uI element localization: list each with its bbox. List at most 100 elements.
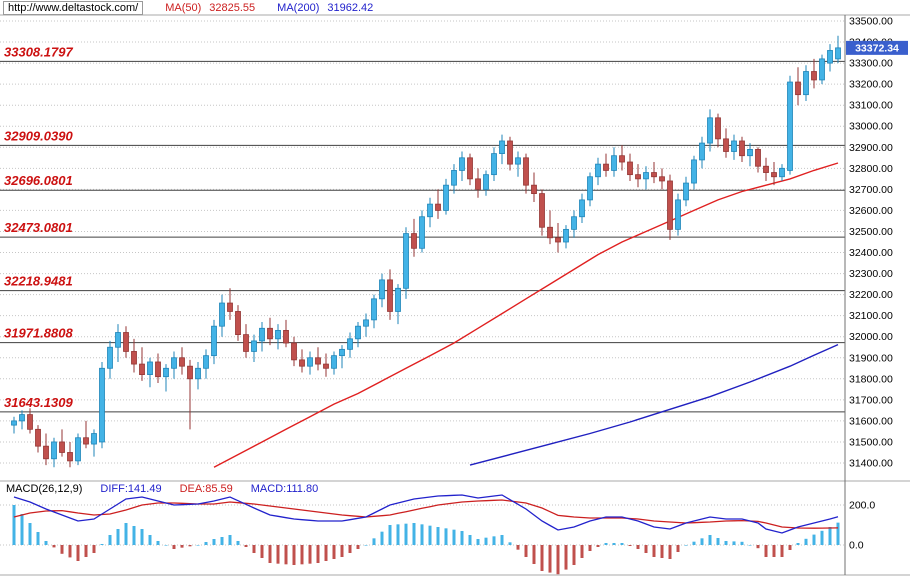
candle-up (611, 155, 617, 171)
candle-up (51, 441, 57, 460)
candle-up (363, 319, 369, 327)
macd-axis-label: 200.0 (849, 500, 875, 512)
candle-down (299, 359, 305, 367)
price-axis-label: 33300.00 (849, 58, 893, 70)
candle-down (763, 165, 769, 173)
macd-hist-bar (196, 545, 200, 546)
candle-up (307, 357, 313, 367)
candle-up (275, 329, 281, 340)
candle-up (515, 157, 521, 165)
macd-hist-bar (812, 534, 816, 545)
candle-down (723, 138, 729, 152)
candle-up (379, 279, 385, 300)
candle-down (467, 157, 473, 180)
candle-up (587, 176, 593, 201)
macd-hist-bar (332, 545, 336, 559)
macd-hist-bar (212, 539, 216, 545)
candle-down (795, 81, 801, 96)
macd-hist-bar (380, 531, 384, 545)
candle-down (227, 302, 233, 312)
candle-down (635, 174, 641, 180)
candle-down (475, 178, 481, 190)
macd-axis-label: 0.0 (849, 540, 864, 552)
candle-up (91, 433, 97, 445)
macd-hist-bar (140, 529, 144, 545)
last-price-badge (846, 40, 908, 55)
chart-header: http://www.deltastock.com/ MA(50) 32825.… (3, 0, 374, 15)
candle-up (171, 357, 177, 369)
macd-hist-bar (780, 545, 784, 557)
candle-down (811, 71, 817, 81)
macd-hist-bar (68, 545, 72, 558)
candle-up (99, 367, 105, 443)
candle-up (699, 142, 705, 161)
macd-hist-bar (692, 541, 696, 545)
candle-down (531, 184, 537, 194)
macd-hist-bar (540, 545, 544, 571)
macd-hist-bar (596, 545, 600, 547)
candle-up (499, 140, 505, 155)
macd-hist-bar (652, 545, 656, 557)
macd-hist-bar (604, 543, 608, 545)
macd-hist-bar (636, 545, 640, 549)
ma50-label: MA(50) (165, 1, 202, 14)
macd-hist-bar (228, 535, 232, 545)
price-axis-label: 32600.00 (849, 205, 893, 217)
macd-hist-bar (628, 545, 632, 546)
candle-up (643, 172, 649, 180)
macd-hist-bar (428, 525, 432, 545)
macd-hist-bar (500, 535, 504, 545)
macd-hist-bar (348, 545, 352, 553)
candle-up (163, 367, 169, 378)
candle-up (331, 355, 337, 369)
source-url[interactable]: http://www.deltastock.com/ (3, 0, 144, 15)
candle-up (251, 340, 257, 352)
macd-hist-bar (84, 545, 88, 557)
candle-up (747, 148, 753, 157)
macd-hist-bar (364, 545, 368, 546)
macd-hist-bar (756, 545, 760, 549)
macd-hist-bar (52, 545, 56, 548)
candle-down (123, 332, 129, 352)
candle-down (179, 357, 185, 367)
macd-hist-bar (580, 545, 584, 558)
macd-hist-bar (436, 527, 440, 545)
macd-hist-bar (172, 545, 176, 549)
macd-hist-bar (156, 541, 160, 545)
candle-down (155, 361, 161, 378)
candle-up (731, 140, 737, 152)
candle-down (139, 363, 145, 376)
candle-down (243, 334, 249, 352)
macd-hist-bar (92, 545, 96, 553)
price-axis-label: 32200.00 (849, 289, 893, 301)
macd-diff-label: DIFF:141.49 (100, 483, 162, 495)
macd-hist-bar (36, 532, 40, 545)
macd-hist-bar (724, 541, 728, 545)
candle-up (107, 346, 113, 369)
macd-hist-bar (820, 530, 824, 545)
macd-hist-bar (524, 545, 528, 557)
macd-hist-bar (444, 528, 448, 545)
ma200-value: 31962.42 (327, 1, 374, 14)
macd-hist-bar (612, 543, 616, 545)
ma200-label: MA(200) (277, 1, 320, 14)
price-axis-label: 31900.00 (849, 352, 893, 364)
candle-up (579, 199, 585, 218)
price-axis-label: 32300.00 (849, 268, 893, 280)
price-axis-label: 33200.00 (849, 79, 893, 91)
candle-down (291, 342, 297, 361)
macd-indicator-label[interactable]: MACD(26,12,9) (6, 483, 83, 495)
candle-down (667, 180, 673, 230)
candle-up (75, 437, 81, 462)
level-label: 31971.8808 (4, 326, 73, 341)
price-axis-label: 31800.00 (849, 373, 893, 385)
candle-down (267, 327, 273, 340)
candle-up (483, 174, 489, 190)
level-label: 32218.9481 (4, 274, 73, 289)
macd-hist-bar (300, 545, 304, 565)
candle-up (403, 233, 409, 289)
candle-down (539, 193, 545, 228)
candle-up (595, 163, 601, 178)
